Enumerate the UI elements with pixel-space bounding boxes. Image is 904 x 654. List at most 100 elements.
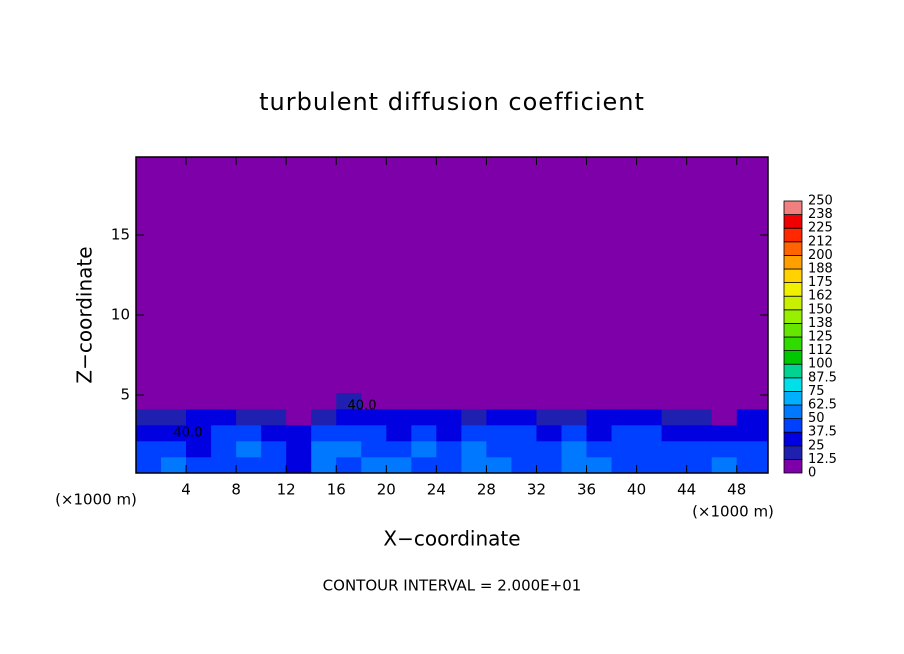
colorbar-box <box>783 295 803 311</box>
field-cell <box>186 393 212 410</box>
field-cell <box>261 457 287 474</box>
field-cell <box>386 425 412 442</box>
field-cell <box>686 457 712 474</box>
y-tick-label: 15 <box>111 226 130 244</box>
field-cell <box>686 393 712 410</box>
field-cell <box>436 441 462 458</box>
colorbar-label: 125 <box>808 330 833 345</box>
field-cell <box>586 409 612 426</box>
field-cell <box>436 425 462 442</box>
field-cell <box>286 393 312 410</box>
field-cell <box>511 409 537 426</box>
colorbar-label: 75 <box>808 384 825 399</box>
colorbar-label: 100 <box>808 357 833 372</box>
field-cell <box>361 425 387 442</box>
colorbar-box <box>783 214 803 229</box>
colorbar-box <box>783 282 803 297</box>
field-cell <box>561 441 587 458</box>
x-tick-label: 40 <box>627 481 646 499</box>
x-tick-label: 4 <box>181 481 191 499</box>
field-cell <box>336 457 362 474</box>
field-cell <box>636 409 662 426</box>
field-cell <box>161 393 187 410</box>
colorbar-label: 25 <box>808 438 825 453</box>
chart-title: turbulent diffusion coefficient <box>259 88 645 116</box>
field-cell <box>411 441 437 458</box>
colorbar-box <box>783 404 803 420</box>
field-cell <box>361 393 387 410</box>
field-cell <box>361 409 387 426</box>
field-cell <box>611 425 637 442</box>
field-cell <box>261 409 287 426</box>
field-cell <box>711 441 738 458</box>
field-cell <box>211 457 237 474</box>
field-cell <box>361 441 387 458</box>
field-cell <box>636 393 662 410</box>
field-cell <box>161 425 187 442</box>
field-cell <box>461 425 487 442</box>
contour-label: 40.0 <box>348 399 377 414</box>
field-cell <box>736 425 769 442</box>
field-cell <box>536 425 562 442</box>
field-cell <box>536 457 562 474</box>
colorbar-box <box>783 241 803 256</box>
field-cell <box>661 441 687 458</box>
x-tick-label: 12 <box>277 481 296 499</box>
field-cell <box>436 393 462 410</box>
field-cell <box>136 425 162 442</box>
x-axis-label: X−coordinate <box>383 527 520 551</box>
field-cell <box>686 409 712 426</box>
field-cell <box>611 457 637 474</box>
x-tick-label: 48 <box>727 481 746 499</box>
colorbar-box <box>783 336 803 352</box>
field-cell <box>236 409 262 426</box>
field-cell <box>136 441 162 458</box>
field-cell <box>511 441 537 458</box>
field-cell <box>486 425 512 442</box>
field-cell <box>736 441 769 458</box>
field-cell <box>686 441 712 458</box>
colorbar-box <box>783 390 803 406</box>
field-cell <box>636 441 662 458</box>
field-cell <box>511 457 537 474</box>
field-cell <box>561 393 587 410</box>
field-cell <box>186 441 212 458</box>
colorbar-box <box>783 431 803 447</box>
y-tick-label: 5 <box>120 386 130 404</box>
field-cell <box>261 441 287 458</box>
field-cell <box>586 457 612 474</box>
x-tick-label: 32 <box>527 481 546 499</box>
field-cell <box>611 393 637 410</box>
field-cell <box>536 409 562 426</box>
field-cell <box>436 409 462 426</box>
field-cell <box>461 441 487 458</box>
colorbar-box <box>783 227 803 243</box>
field-cell <box>386 393 412 410</box>
x-unit: (×1000 m) <box>692 503 774 521</box>
field-cell <box>411 457 437 474</box>
field-cell <box>311 457 337 474</box>
field-cell <box>186 409 212 426</box>
field-cell <box>486 457 512 474</box>
field-cell <box>461 393 487 410</box>
field-cell <box>336 393 362 410</box>
field-cell <box>711 393 738 410</box>
field-cell <box>386 441 412 458</box>
field-cell <box>261 393 287 410</box>
field-cell <box>286 457 312 474</box>
field-cell <box>736 393 769 410</box>
field-cell <box>136 457 162 474</box>
colorbar-box <box>783 309 803 324</box>
field-cell <box>661 393 687 410</box>
field-cell <box>311 425 337 442</box>
field-cell <box>711 457 738 474</box>
field-cell <box>586 425 612 442</box>
x-tick-label: 16 <box>327 481 346 499</box>
field-cell <box>336 409 362 426</box>
field-cell <box>711 425 738 442</box>
colorbar-box <box>783 200 803 216</box>
x-tick-label: 28 <box>477 481 496 499</box>
field-cell <box>661 457 687 474</box>
field-cell <box>236 457 262 474</box>
